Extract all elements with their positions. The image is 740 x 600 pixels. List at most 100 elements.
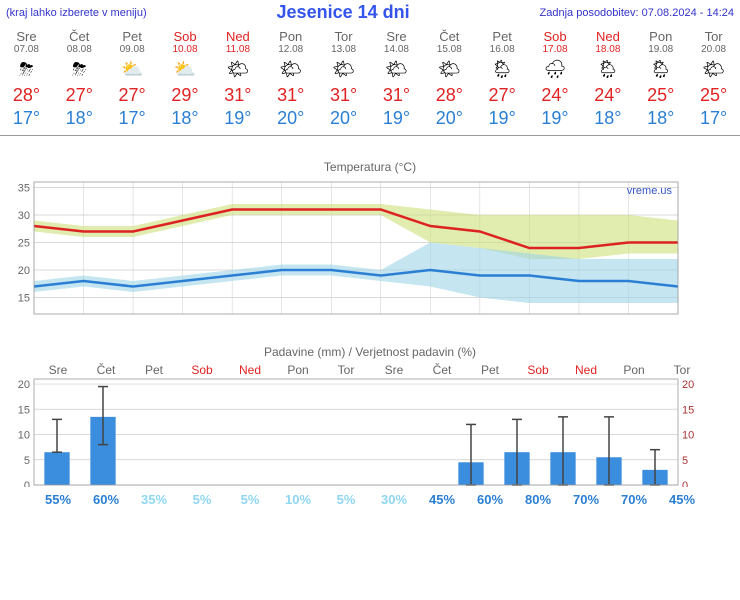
- temp-high: 27°: [53, 83, 106, 106]
- precip-probability: 60%: [82, 490, 130, 509]
- weather-icon: 🌤: [423, 55, 476, 83]
- svg-text:25: 25: [18, 238, 30, 250]
- svg-text:15: 15: [682, 404, 694, 416]
- day-column: Ned18.08🌦24°18°: [581, 25, 634, 135]
- day-name: Sre: [0, 29, 53, 44]
- day-column: Tor20.08🌤25°17°: [687, 25, 740, 135]
- precip-probability: 10%: [274, 490, 322, 509]
- weather-icon: ⛅: [159, 55, 212, 83]
- day-name: Ned: [581, 29, 634, 44]
- temp-low: 18°: [53, 106, 106, 129]
- day-name: Sre: [370, 29, 423, 44]
- precip-day-label: Ned: [226, 363, 274, 377]
- temp-low: 20°: [264, 106, 317, 129]
- weather-icon: ⛈: [53, 55, 106, 83]
- last-updated: Zadnja posodobitev: 07.08.2024 - 14:24: [540, 7, 734, 19]
- precip-day-label: Sob: [178, 363, 226, 377]
- temp-chart-title: Temperatura (°C): [6, 160, 734, 174]
- day-column: Sob10.08⛅29°18°: [159, 25, 212, 135]
- day-date: 12.08: [264, 44, 317, 55]
- precip-probability: 60%: [466, 490, 514, 509]
- temp-high: 29°: [159, 83, 212, 106]
- precip-day-label: Ned: [562, 363, 610, 377]
- temp-high: 31°: [370, 83, 423, 106]
- precip-probability: 5%: [178, 490, 226, 509]
- weather-icon: 🌧: [529, 55, 582, 83]
- precip-day-label: Sre: [370, 363, 418, 377]
- day-name: Tor: [687, 29, 740, 44]
- precip-day-label: Pon: [610, 363, 658, 377]
- temp-low: 17°: [0, 106, 53, 129]
- day-date: 17.08: [529, 44, 582, 55]
- weather-icon: 🌤: [687, 55, 740, 83]
- temp-high: 28°: [423, 83, 476, 106]
- svg-text:20: 20: [18, 379, 30, 391]
- svg-text:20: 20: [682, 379, 694, 391]
- day-column: Čet08.08⛈27°18°: [53, 25, 106, 135]
- precip-chart-svg: 0055101015152020: [6, 377, 706, 487]
- forecast-row: Sre07.08⛈28°17°Čet08.08⛈27°18°Pet09.08⛅2…: [0, 25, 740, 136]
- temp-high: 31°: [264, 83, 317, 106]
- day-column: Sre14.08🌤31°19°: [370, 25, 423, 135]
- temp-high: 25°: [634, 83, 687, 106]
- temp-high: 25°: [687, 83, 740, 106]
- day-name: Sob: [159, 29, 212, 44]
- weather-icon: 🌦: [581, 55, 634, 83]
- day-name: Pon: [634, 29, 687, 44]
- day-column: Pet09.08⛅27°17°: [106, 25, 159, 135]
- weather-icon: 🌤: [317, 55, 370, 83]
- temp-high: 24°: [581, 83, 634, 106]
- svg-text:10: 10: [18, 430, 30, 442]
- header: (kraj lahko izberete v meniju) Jesenice …: [0, 0, 740, 25]
- svg-text:20: 20: [18, 265, 30, 277]
- precip-day-label: Čet: [82, 363, 130, 377]
- temp-low: 19°: [476, 106, 529, 129]
- day-date: 19.08: [634, 44, 687, 55]
- temp-low: 20°: [423, 106, 476, 129]
- day-column: Pon12.08🌤31°20°: [264, 25, 317, 135]
- day-date: 15.08: [423, 44, 476, 55]
- day-name: Pet: [106, 29, 159, 44]
- precip-day-label: Čet: [418, 363, 466, 377]
- day-name: Pet: [476, 29, 529, 44]
- precip-day-label: Pon: [274, 363, 322, 377]
- precip-probability: 80%: [514, 490, 562, 509]
- day-column: Sob17.08🌧24°19°: [529, 25, 582, 135]
- precip-probability: 45%: [418, 490, 466, 509]
- day-name: Pon: [264, 29, 317, 44]
- svg-text:5: 5: [682, 455, 688, 467]
- day-date: 11.08: [211, 44, 264, 55]
- day-name: Ned: [211, 29, 264, 44]
- temp-low: 17°: [687, 106, 740, 129]
- precip-probability: 55%: [34, 490, 82, 509]
- temp-low: 17°: [106, 106, 159, 129]
- precip-probability: 5%: [322, 490, 370, 509]
- precip-day-label: Tor: [658, 363, 706, 377]
- weather-icon: 🌤: [264, 55, 317, 83]
- svg-text:0: 0: [24, 480, 30, 487]
- weather-icon: 🌦: [634, 55, 687, 83]
- day-date: 13.08: [317, 44, 370, 55]
- precip-probability: 70%: [610, 490, 658, 509]
- precip-day-label: Sob: [514, 363, 562, 377]
- day-column: Pet16.08🌦27°19°: [476, 25, 529, 135]
- temperature-chart: Temperatura (°C) 1520253035vreme.us: [6, 160, 734, 321]
- weather-icon: 🌦: [476, 55, 529, 83]
- page-title: Jesenice 14 dni: [277, 2, 410, 23]
- day-column: Tor13.08🌤31°20°: [317, 25, 370, 135]
- precip-chart: Padavine (mm) / Verjetnost padavin (%) S…: [6, 345, 734, 509]
- day-date: 10.08: [159, 44, 212, 55]
- day-column: Čet15.08🌤28°20°: [423, 25, 476, 135]
- day-date: 20.08: [687, 44, 740, 55]
- weather-icon: ⛅: [106, 55, 159, 83]
- svg-text:15: 15: [18, 404, 30, 416]
- weather-icon: 🌤: [211, 55, 264, 83]
- temp-high: 24°: [529, 83, 582, 106]
- day-name: Čet: [53, 29, 106, 44]
- svg-text:35: 35: [18, 183, 30, 195]
- temp-low: 19°: [211, 106, 264, 129]
- svg-text:0: 0: [682, 480, 688, 487]
- day-date: 14.08: [370, 44, 423, 55]
- precip-day-label: Pet: [130, 363, 178, 377]
- precip-chart-title: Padavine (mm) / Verjetnost padavin (%): [6, 345, 734, 359]
